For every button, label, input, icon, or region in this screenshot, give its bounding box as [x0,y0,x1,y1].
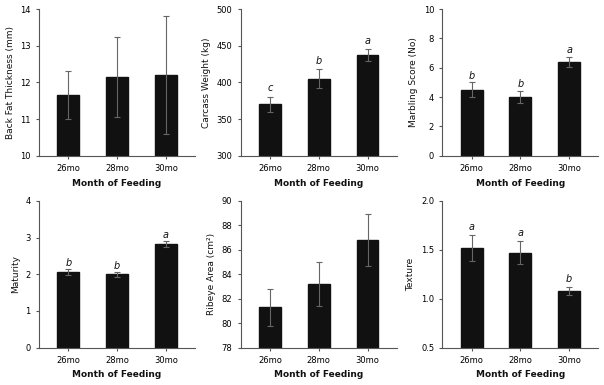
Bar [461,248,483,348]
Bar [259,307,281,348]
Bar [57,95,79,156]
Bar [155,75,177,156]
Bar [510,97,532,156]
Text: a: a [566,45,572,55]
Bar [558,62,580,156]
Bar [57,272,79,348]
Bar [356,55,379,156]
Bar [558,291,580,348]
Bar [308,79,330,156]
X-axis label: Month of Feeding: Month of Feeding [274,370,364,380]
Bar [510,253,532,348]
X-axis label: Month of Feeding: Month of Feeding [72,179,162,187]
Y-axis label: Maturity: Maturity [11,255,20,293]
Bar [155,244,177,348]
X-axis label: Month of Feeding: Month of Feeding [274,179,364,187]
Text: b: b [469,71,475,81]
Y-axis label: Carcass Weight (kg): Carcass Weight (kg) [202,37,211,128]
Text: b: b [518,79,524,89]
Y-axis label: Texture: Texture [406,258,416,291]
Text: c: c [268,84,272,94]
Bar [106,77,128,156]
Y-axis label: Back Fat Thickness (mm): Back Fat Thickness (mm) [5,26,14,139]
Text: b: b [316,56,322,66]
Text: b: b [114,261,120,271]
Y-axis label: Ribeye Area (cm²): Ribeye Area (cm²) [207,233,216,315]
Bar [308,284,330,348]
Text: b: b [65,258,71,268]
Bar [106,274,128,348]
Text: a: a [364,37,370,47]
Bar [259,104,281,156]
X-axis label: Month of Feeding: Month of Feeding [476,179,565,187]
Bar [461,90,483,156]
Text: a: a [518,228,524,238]
Bar [356,240,379,348]
Y-axis label: Marbling Score (No): Marbling Score (No) [409,37,418,127]
X-axis label: Month of Feeding: Month of Feeding [476,370,565,380]
Text: a: a [469,222,475,232]
X-axis label: Month of Feeding: Month of Feeding [72,370,162,380]
Text: a: a [163,230,169,240]
Text: b: b [566,274,573,284]
